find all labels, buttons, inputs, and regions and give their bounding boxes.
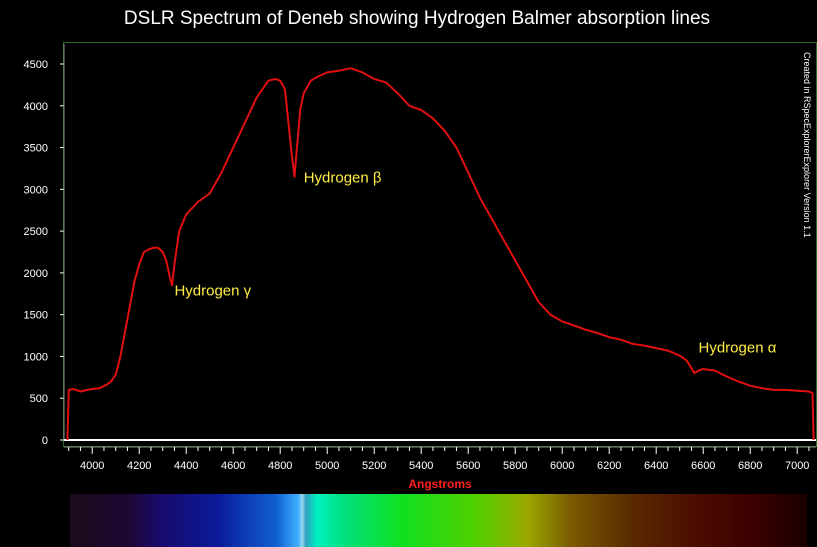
y-tick-label: 2000 xyxy=(24,268,48,280)
x-axis-label: Angstroms xyxy=(408,477,472,491)
x-tick-label: 5600 xyxy=(456,460,480,472)
x-tick-label: 5800 xyxy=(503,460,527,472)
x-tick-label: 4200 xyxy=(127,460,151,472)
annotation-label: Hydrogen β xyxy=(304,170,382,187)
series-line xyxy=(66,67,815,441)
annotation-label: Hydrogen α xyxy=(699,339,777,356)
annotations: Hydrogen γ Hydrogen β Hydrogen α xyxy=(174,170,776,357)
credit-text: Created in RSpecExplorerExplorer Version… xyxy=(802,52,812,238)
spectrum-image xyxy=(70,494,807,547)
y-tick-label: 1000 xyxy=(24,351,48,363)
y-tick-label: 4500 xyxy=(24,59,48,71)
x-tick-label: 6000 xyxy=(550,460,574,472)
x-tick-label: 5000 xyxy=(315,460,339,472)
x-tick-label: 4600 xyxy=(221,460,245,472)
chart-title: DSLR Spectrum of Deneb showing Hydrogen … xyxy=(124,8,710,29)
x-tick-label: 4800 xyxy=(268,460,292,472)
x-axis: 4000 4200 4400 4600 4800 5000 5200 5400 5600 5800… xyxy=(64,446,816,472)
y-tick-label: 0 xyxy=(42,435,48,447)
y-tick-label: 1500 xyxy=(24,310,48,322)
x-tick-label: 6400 xyxy=(644,460,668,472)
x-tick-label: 6200 xyxy=(597,460,621,472)
y-axis: 0 500 1000 1500 2000 2500 3000 3500 4000 4500 xyxy=(24,44,65,447)
x-tick-label: 4000 xyxy=(80,460,104,472)
annotation-label: Hydrogen γ xyxy=(174,282,251,299)
x-tick-label: 5200 xyxy=(362,460,386,472)
y-tick-label: 3500 xyxy=(24,143,48,155)
x-tick-label: 5400 xyxy=(409,460,433,472)
x-tick-label: 7000 xyxy=(785,460,809,472)
y-tick-label: 4000 xyxy=(24,101,48,113)
y-tick-label: 2500 xyxy=(24,226,48,238)
x-tick-label: 4400 xyxy=(174,460,198,472)
y-tick-label: 3000 xyxy=(24,184,48,196)
x-tick-label: 6800 xyxy=(738,460,762,472)
x-tick-label: 6600 xyxy=(691,460,715,472)
y-tick-label: 500 xyxy=(30,393,48,405)
